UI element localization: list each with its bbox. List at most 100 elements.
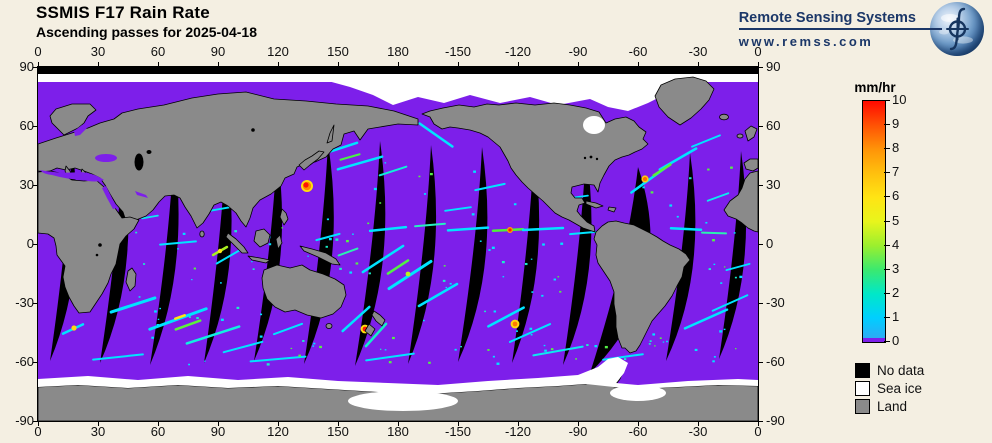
- colorbar-tick-label: 7: [892, 164, 900, 180]
- rain-streak: [174, 314, 186, 320]
- rain-speck: [530, 258, 533, 260]
- rain-speck: [234, 230, 238, 233]
- swath-gap: [666, 153, 696, 361]
- rain-speck: [268, 243, 272, 246]
- rain-speck: [713, 263, 716, 266]
- lon-tick-mark: [38, 62, 39, 67]
- lon-tick-label: 180: [387, 424, 409, 439]
- greenland: [654, 76, 715, 126]
- rain-speck: [662, 341, 665, 343]
- polar-no-data-strip: [38, 67, 758, 74]
- lat-tick-label: -30: [766, 295, 785, 310]
- rain-speck: [384, 162, 387, 164]
- rain-speck: [252, 268, 255, 270]
- lon-tick-mark: [698, 421, 699, 426]
- lon-tick-mark: [518, 62, 519, 67]
- rain-speck: [281, 227, 283, 229]
- rain-speck: [312, 345, 315, 347]
- colorbar-tick-label: 9: [892, 116, 900, 132]
- lat-tick-label: -60: [15, 354, 34, 369]
- world-map: [37, 66, 759, 422]
- rain-speck: [188, 316, 191, 318]
- rain-speck: [191, 279, 193, 281]
- black-sea: [95, 154, 117, 162]
- lat-tick-mark: [758, 421, 763, 422]
- rain-speck: [493, 310, 497, 313]
- rain-speck: [302, 340, 305, 342]
- ireland: [736, 133, 744, 139]
- rain-speck: [708, 268, 711, 271]
- swath-gap: [512, 149, 540, 363]
- rain-speck: [694, 348, 698, 352]
- rain-speck: [543, 344, 546, 347]
- colorbar-tick-mark: [884, 292, 890, 294]
- legend-label: Land: [877, 398, 908, 414]
- rain-speck: [159, 307, 162, 310]
- mediterranean-sea: [40, 170, 104, 182]
- lat-tick-mark: [758, 126, 763, 127]
- rain-streak: [487, 306, 525, 328]
- rain-streak: [185, 325, 241, 345]
- rain-streak: [701, 231, 727, 235]
- rain-hotspot: [217, 248, 223, 254]
- red-sea: [102, 186, 117, 209]
- colorbar: [862, 100, 886, 343]
- colorbar-tick-mark: [884, 316, 890, 318]
- page-subtitle: Ascending passes for 2025-04-18: [36, 24, 257, 40]
- new-zealand-south: [364, 323, 376, 337]
- lon-tick-mark: [758, 421, 759, 426]
- rain-speck: [516, 330, 518, 332]
- rain-speck: [313, 342, 316, 345]
- rain-speck: [529, 327, 533, 330]
- lat-tick-mark: [33, 185, 38, 186]
- rain-speck: [530, 334, 533, 336]
- rain-streak: [159, 240, 197, 246]
- lat-tick-label: 60: [766, 118, 781, 133]
- rain-speck: [542, 243, 545, 246]
- rain-speck: [204, 360, 206, 362]
- lat-tick-mark: [33, 362, 38, 363]
- colorbar-tick-mark: [884, 220, 890, 222]
- colorbar-tick-label: 2: [892, 284, 900, 300]
- rain-streak: [414, 222, 446, 228]
- lon-tick-label: -90: [568, 424, 588, 439]
- lon-tick-label: 0: [754, 44, 762, 59]
- rain-speck: [236, 306, 240, 309]
- legend-swatch: [855, 380, 870, 396]
- colorbar-tick-mark: [884, 148, 890, 150]
- rain-speck: [443, 265, 446, 267]
- lon-tick-mark: [578, 421, 579, 426]
- lon-tick-mark: [398, 421, 399, 426]
- lat-tick-mark: [33, 126, 38, 127]
- philippines: [279, 208, 289, 226]
- lon-tick-label: 30: [90, 424, 106, 439]
- rain-speck: [177, 248, 179, 250]
- south-america: [593, 220, 691, 354]
- rain-speck: [654, 345, 656, 347]
- antarctica: [38, 357, 758, 421]
- great-lakes: [589, 155, 593, 159]
- rain-speck: [492, 355, 495, 358]
- colorbar-tick-label: 4: [892, 236, 900, 252]
- legend-item: Land: [855, 397, 924, 415]
- remss-logo[interactable]: Remote Sensing Systems www.remss.com: [738, 2, 984, 56]
- lat-tick-label: 0: [766, 236, 774, 251]
- rain-speck: [251, 261, 253, 263]
- legend-label: Sea ice: [877, 380, 923, 396]
- lon-tick-label: 90: [210, 44, 226, 59]
- north-america: [421, 102, 649, 233]
- iceland: [719, 113, 729, 121]
- new-guinea: [299, 245, 341, 266]
- rain-speck: [624, 358, 627, 360]
- colorbar-tick-label: 1: [892, 308, 900, 324]
- rain-speck: [544, 349, 547, 352]
- lon-tick-label: 180: [387, 44, 409, 59]
- colorbar-zero-strip: [863, 338, 885, 342]
- baltic-sea: [74, 125, 87, 136]
- arctic-region: [38, 67, 758, 111]
- rain-speck: [488, 249, 491, 251]
- rain-streak: [174, 319, 202, 331]
- remss-logo-url[interactable]: www.remss.com: [738, 33, 874, 49]
- lon-tick-mark: [638, 421, 639, 426]
